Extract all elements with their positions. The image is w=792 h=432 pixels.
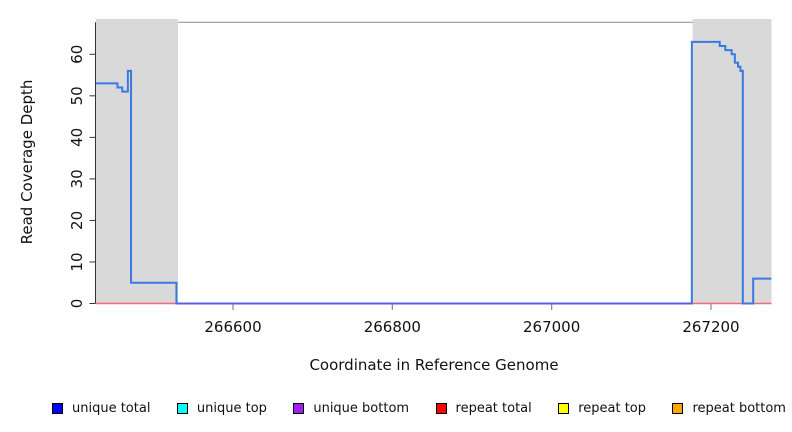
- legend-label: repeat total: [455, 401, 532, 416]
- x-tick-label: 267200: [682, 318, 739, 336]
- legend-item-repeat-total: repeat total: [435, 401, 532, 416]
- legend-swatch-unique-top: [176, 403, 188, 414]
- shaded-repeat-region: [692, 19, 772, 304]
- legend-swatch-repeat-top: [558, 403, 570, 414]
- legend: unique total unique top unique bottom repea…: [52, 401, 786, 416]
- coverage-line-unique-total: [96, 40, 772, 305]
- x-tick-label: 266800: [364, 318, 421, 336]
- legend-item-unique-bottom: unique bottom: [293, 401, 409, 416]
- y-tick-label: 50: [68, 86, 86, 105]
- legend-item-unique-total: unique total: [52, 401, 150, 416]
- x-axis-title: Coordinate in Reference Genome: [309, 356, 559, 374]
- y-tick-label: 40: [68, 128, 86, 147]
- y-tick-label: 60: [68, 45, 86, 64]
- legend-swatch-unique-bottom: [293, 403, 305, 414]
- legend-label: unique total: [72, 401, 151, 416]
- x-tick-label: 267000: [523, 318, 580, 336]
- legend-item-unique-top: unique top: [176, 401, 267, 416]
- legend-swatch-repeat-total: [435, 403, 447, 414]
- legend-swatch-repeat-bottom: [672, 403, 684, 414]
- y-tick-label: 0: [68, 299, 86, 309]
- y-tick-label: 20: [68, 211, 86, 230]
- y-tick-label: 30: [68, 169, 86, 188]
- legend-label: repeat bottom: [692, 401, 786, 416]
- shaded-repeat-region: [96, 19, 179, 304]
- legend-item-repeat-top: repeat top: [558, 401, 646, 416]
- legend-swatch-unique-total: [52, 403, 63, 414]
- y-tick-label: 10: [68, 252, 86, 271]
- legend-label: unique top: [196, 401, 267, 416]
- legend-label: repeat top: [578, 401, 646, 416]
- legend-label: unique bottom: [313, 401, 410, 416]
- legend-item-repeat-bottom: repeat bottom: [672, 401, 786, 416]
- y-axis-title: Read Coverage Depth: [18, 79, 36, 245]
- x-tick-label: 266600: [204, 318, 261, 336]
